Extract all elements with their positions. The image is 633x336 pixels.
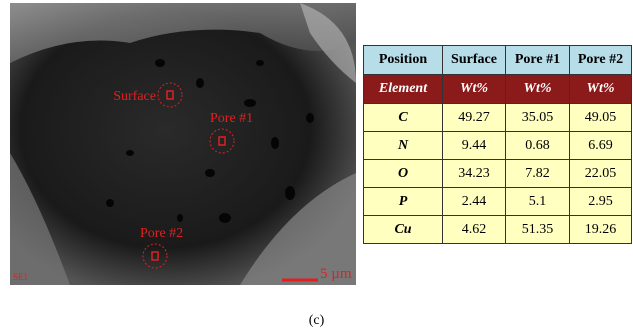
table-cell: Cu: [364, 216, 443, 244]
table-cell: P: [364, 188, 443, 216]
table-cell: Element: [364, 75, 443, 104]
table-cell: 4.62: [443, 216, 506, 244]
table-cell: O: [364, 160, 443, 188]
table-cell: Position: [364, 46, 443, 75]
table-cell: Pore #2: [570, 46, 632, 75]
table-cell: 51.35: [506, 216, 570, 244]
table-cell: 49.27: [443, 104, 506, 132]
table-cell: Wt%: [443, 75, 506, 104]
table-cell: 35.05: [506, 104, 570, 132]
table-cell: 5.1: [506, 188, 570, 216]
table-cell: 19.26: [570, 216, 632, 244]
table-cell: 22.05: [570, 160, 632, 188]
table-cell: 2.95: [570, 188, 632, 216]
table-cell: 49.05: [570, 104, 632, 132]
table-cell: 6.69: [570, 132, 632, 160]
label-surface: Surface: [113, 89, 156, 104]
table-cell: Wt%: [570, 75, 632, 104]
caption: (c): [0, 313, 633, 329]
label-pore1: Pore #1: [210, 111, 253, 126]
sem-image: Surface Pore #1 Pore #2 SE1 5 µm: [10, 3, 356, 285]
table-cell: N: [364, 132, 443, 160]
table-cell: 7.82: [506, 160, 570, 188]
scale-label: 5 µm: [320, 266, 352, 282]
table-cell: 34.23: [443, 160, 506, 188]
figure: Surface Pore #1 Pore #2 SE1 5 µm Positio…: [0, 0, 633, 336]
table-cell: 2.44: [443, 188, 506, 216]
table-cell: Wt%: [506, 75, 570, 104]
table-cell: C: [364, 104, 443, 132]
label-pore2: Pore #2: [140, 226, 183, 241]
detector-label: SE1: [13, 272, 28, 282]
table-cell: Pore #1: [506, 46, 570, 75]
table-cell: 9.44: [443, 132, 506, 160]
table-cell: 0.68: [506, 132, 570, 160]
table-cell: Surface: [443, 46, 506, 75]
